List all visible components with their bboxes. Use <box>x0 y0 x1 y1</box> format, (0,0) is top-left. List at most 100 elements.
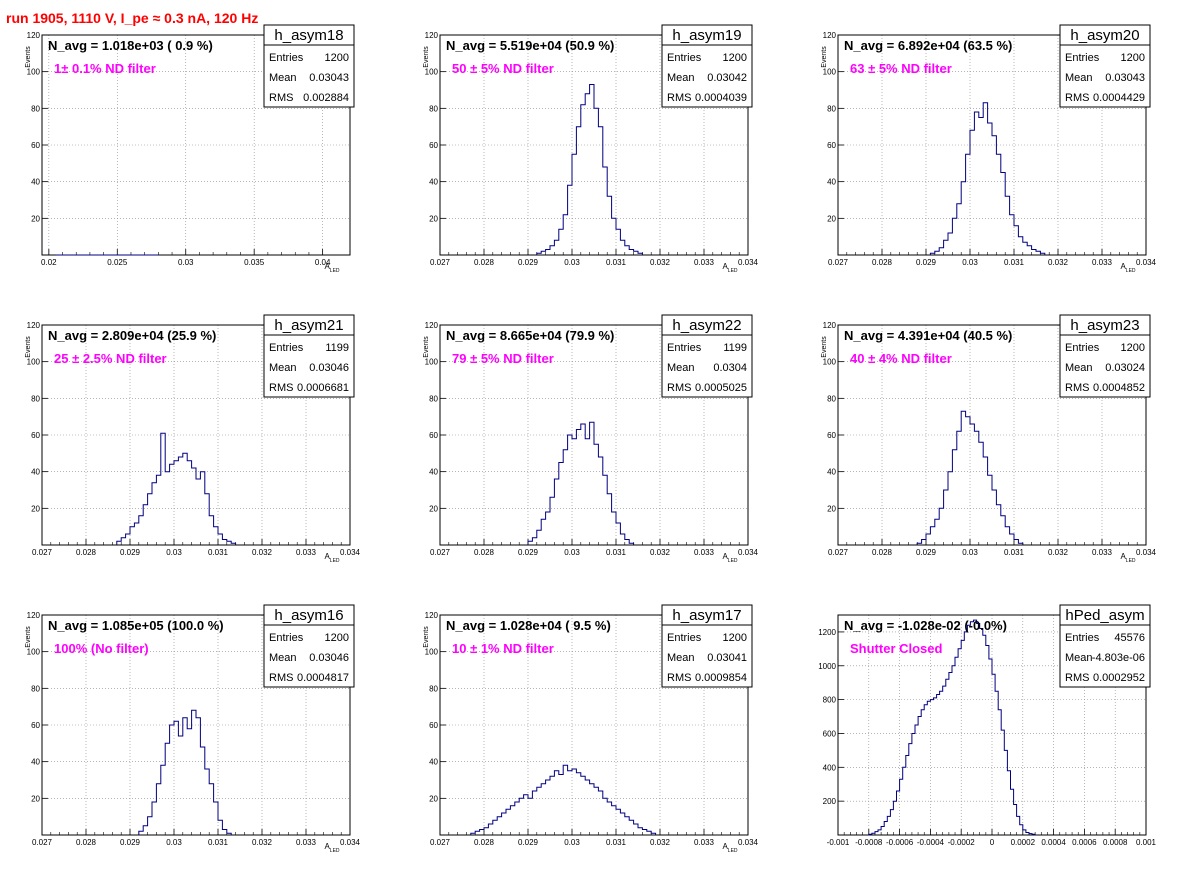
navg-annotation: N_avg = 5.519e+04 (50.9 %) <box>446 38 614 53</box>
x-axis-title: ALED <box>722 262 737 274</box>
x-tick-label: 0.027 <box>430 258 451 267</box>
y-tick-label: 80 <box>31 104 40 113</box>
y-tick-label: 100 <box>27 68 41 77</box>
y-tick-label: 120 <box>425 31 439 40</box>
x-axis-title: ALED <box>324 842 339 854</box>
y-tick-label: 20 <box>827 504 836 513</box>
x-tick-label: 0.027 <box>828 258 849 267</box>
y-tick-label: 120 <box>27 31 41 40</box>
histogram-series <box>116 432 237 545</box>
stats-mean-label: Mean <box>269 652 297 664</box>
x-tick-label: 0.028 <box>474 258 495 267</box>
x-tick-label: 0.031 <box>208 548 229 557</box>
x-axis-title-subscript: LED <box>330 268 340 274</box>
stats-histogram-name: h_asym22 <box>672 317 741 334</box>
stats-entries-value: 1200 <box>1121 342 1145 354</box>
stats-histogram-name: h_asym23 <box>1070 317 1139 334</box>
x-tick-label: 0.03 <box>962 548 978 557</box>
stats-entries-label: Entries <box>1065 632 1100 644</box>
x-tick-label: 0.001 <box>1136 838 1157 847</box>
stats-box <box>661 44 753 108</box>
x-tick-label: 0.0002 <box>1011 838 1036 847</box>
x-tick-label: 0.0006 <box>1072 838 1097 847</box>
stats-mean-label: Mean <box>667 72 695 84</box>
stats-rms-label: RMS <box>269 92 293 104</box>
stats-mean-value: 0.0304 <box>713 362 747 374</box>
histogram-panel-h_asym22: 0.027 0.028 0.029 0.03 0.031 0.032 0.033 0.034 2… <box>423 314 759 564</box>
y-tick-label: 20 <box>827 214 836 223</box>
x-tick-label: -0.001 <box>827 838 850 847</box>
x-tick-label: 0.027 <box>430 838 451 847</box>
x-tick-label: 0.032 <box>650 838 671 847</box>
y-tick-label: 100 <box>425 68 439 77</box>
stats-mean-value: 0.03043 <box>309 72 349 84</box>
y-tick-label: 800 <box>823 696 837 705</box>
y-axis-title: Events <box>25 336 32 358</box>
x-axis-title-subscript: LED <box>330 848 340 854</box>
x-tick-label: 0.033 <box>694 258 715 267</box>
y-tick-label: 400 <box>823 763 837 772</box>
y-tick-label: 80 <box>429 394 438 403</box>
stats-rms-value: 0.0002952 <box>1093 672 1145 684</box>
y-tick-label: 80 <box>429 104 438 113</box>
y-tick-label: 1000 <box>818 662 836 671</box>
filter-label: 10 ± 1% ND filter <box>452 641 554 656</box>
filter-label: Shutter Closed <box>850 641 943 656</box>
y-tick-label: 100 <box>27 358 41 367</box>
y-tick-label: 20 <box>31 794 40 803</box>
y-axis-title: Events <box>821 46 828 68</box>
histogram-series <box>527 421 635 545</box>
stats-mean-label: Mean <box>269 72 297 84</box>
stats-entries-label: Entries <box>667 342 702 354</box>
stats-box <box>263 334 355 398</box>
stats-histogram-name: h_asym16 <box>274 607 343 624</box>
stats-entries-value: 1200 <box>723 52 747 64</box>
x-tick-label: 0.034 <box>340 548 361 557</box>
x-tick-label: 0.033 <box>296 548 317 557</box>
stats-entries-value: 1199 <box>723 342 747 354</box>
stats-rms-value: 0.0004039 <box>695 92 747 104</box>
stats-box <box>1059 334 1151 398</box>
filter-label: 25 ± 2.5% ND filter <box>54 351 167 366</box>
navg-annotation: N_avg = 1.028e+04 ( 9.5 %) <box>446 618 611 633</box>
x-tick-label: 0.029 <box>916 548 937 557</box>
stats-mean-value: 0.03043 <box>1105 72 1145 84</box>
histogram-series <box>138 709 232 835</box>
stats-entries-value: 1200 <box>723 632 747 644</box>
stats-entries-label: Entries <box>1065 52 1100 64</box>
x-tick-label: 0.031 <box>208 838 229 847</box>
stats-entries-label: Entries <box>1065 342 1100 354</box>
y-tick-label: 120 <box>425 321 439 330</box>
stats-box <box>661 334 753 398</box>
x-tick-label: 0.034 <box>738 548 759 557</box>
x-axis-title: ALED <box>722 552 737 564</box>
y-tick-label: 20 <box>31 214 40 223</box>
x-tick-label: 0.033 <box>694 838 715 847</box>
stats-mean-value: 0.03046 <box>309 652 349 664</box>
y-tick-label: 600 <box>823 729 837 738</box>
x-tick-label: 0.028 <box>474 548 495 557</box>
x-tick-label: 0.028 <box>76 838 97 847</box>
y-tick-label: 80 <box>429 684 438 693</box>
x-axis-title: ALED <box>1120 552 1135 564</box>
y-tick-label: 120 <box>425 611 439 620</box>
stats-rms-value: 0.0009854 <box>695 672 747 684</box>
x-tick-label: 0.028 <box>474 838 495 847</box>
histogram-panel-hPed_asym: -0.001 -0.0008 -0.0006 -0.0004 -0.0002 0 0.000… <box>818 604 1157 847</box>
stats-mean-label: Mean <box>667 652 695 664</box>
stats-mean-value: 0.03041 <box>707 652 747 664</box>
histogram-panel-h_asym21: 0.027 0.028 0.029 0.03 0.031 0.032 0.033 0.034 2… <box>25 314 361 564</box>
x-tick-label: 0.027 <box>430 548 451 557</box>
x-tick-label: 0.027 <box>32 548 53 557</box>
x-tick-label: 0.032 <box>1048 258 1069 267</box>
x-axis-title-subscript: LED <box>728 848 738 854</box>
x-tick-label: 0.032 <box>650 548 671 557</box>
y-axis-title: Events <box>423 46 430 68</box>
histogram-panel-h_asym18: 0.02 0.025 0.03 0.035 0.04 20 40 60 80 100 120 Even… <box>25 24 355 274</box>
x-axis-title-subscript: LED <box>1126 268 1136 274</box>
histogram-panel-h_asym20: 0.027 0.028 0.029 0.03 0.031 0.032 0.033 0.034 2… <box>821 24 1157 274</box>
x-tick-label: 0.034 <box>340 838 361 847</box>
y-tick-label: 120 <box>823 31 837 40</box>
x-tick-label: 0.025 <box>107 258 128 267</box>
